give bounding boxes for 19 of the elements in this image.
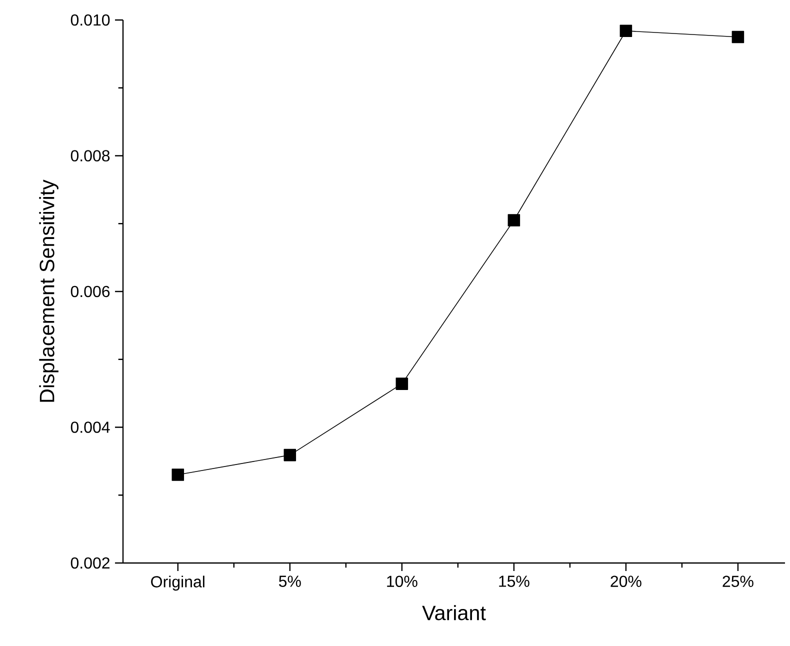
y-axis-title: Displacement Sensitivity <box>39 180 58 402</box>
point <box>508 214 520 226</box>
y-tick-label: 0.004 <box>70 422 110 433</box>
x-axis-title: Variant <box>422 605 486 620</box>
point <box>172 468 184 481</box>
x-tick-label: Original <box>151 576 204 591</box>
x-tick-label: 25% <box>722 576 754 588</box>
x-tick-label: 15% <box>499 576 530 587</box>
point <box>284 448 296 462</box>
y-tick-label: 0.010 <box>70 14 110 26</box>
y-tick-label: 0.002 <box>70 557 110 569</box>
point <box>620 24 632 37</box>
y-tick-label: 0.006 <box>70 286 110 298</box>
y-tick-label: 0.008 <box>70 150 110 162</box>
point <box>396 378 408 390</box>
x-tick-label: 5% <box>278 576 301 587</box>
x-tick-label: 20% <box>610 576 642 588</box>
point <box>732 30 744 44</box>
x-tick-label: 10% <box>387 576 418 588</box>
